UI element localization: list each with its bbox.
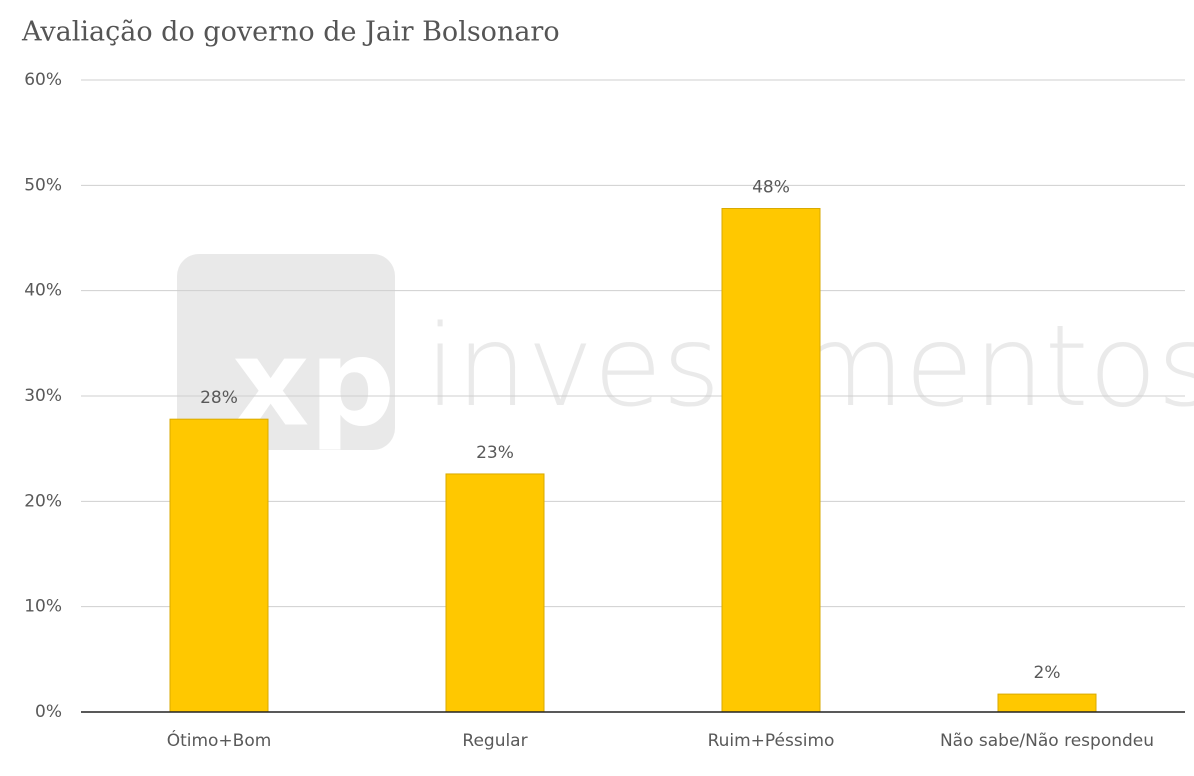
x-tick-label: Regular: [462, 731, 527, 751]
watermark: xp investimentos: [177, 254, 1194, 454]
watermark-logo-box: [177, 254, 395, 450]
bar: [721, 208, 821, 713]
bar: [997, 693, 1097, 713]
y-tick-label: 50%: [24, 175, 62, 195]
y-tick-label: 0%: [35, 702, 62, 722]
data-label: 23%: [476, 443, 514, 463]
data-label: 48%: [752, 178, 790, 198]
y-tick-label: 40%: [24, 281, 62, 301]
data-label: 28%: [200, 388, 238, 408]
chart-title: Avaliação do governo de Jair Bolsonaro: [21, 17, 560, 48]
y-tick-label: 10%: [24, 597, 62, 617]
x-tick-label: Ruim+Péssimo: [708, 731, 835, 751]
bar: [445, 473, 545, 713]
bar: [169, 418, 269, 713]
y-tick-label: 30%: [24, 386, 62, 406]
data-label: 2%: [1034, 663, 1061, 683]
y-tick-label: 20%: [24, 491, 62, 511]
x-tick-label: Ótimo+Bom: [167, 729, 272, 751]
x-tick-label: Não sabe/Não respondeu: [940, 731, 1154, 751]
y-tick-label: 60%: [24, 70, 62, 90]
